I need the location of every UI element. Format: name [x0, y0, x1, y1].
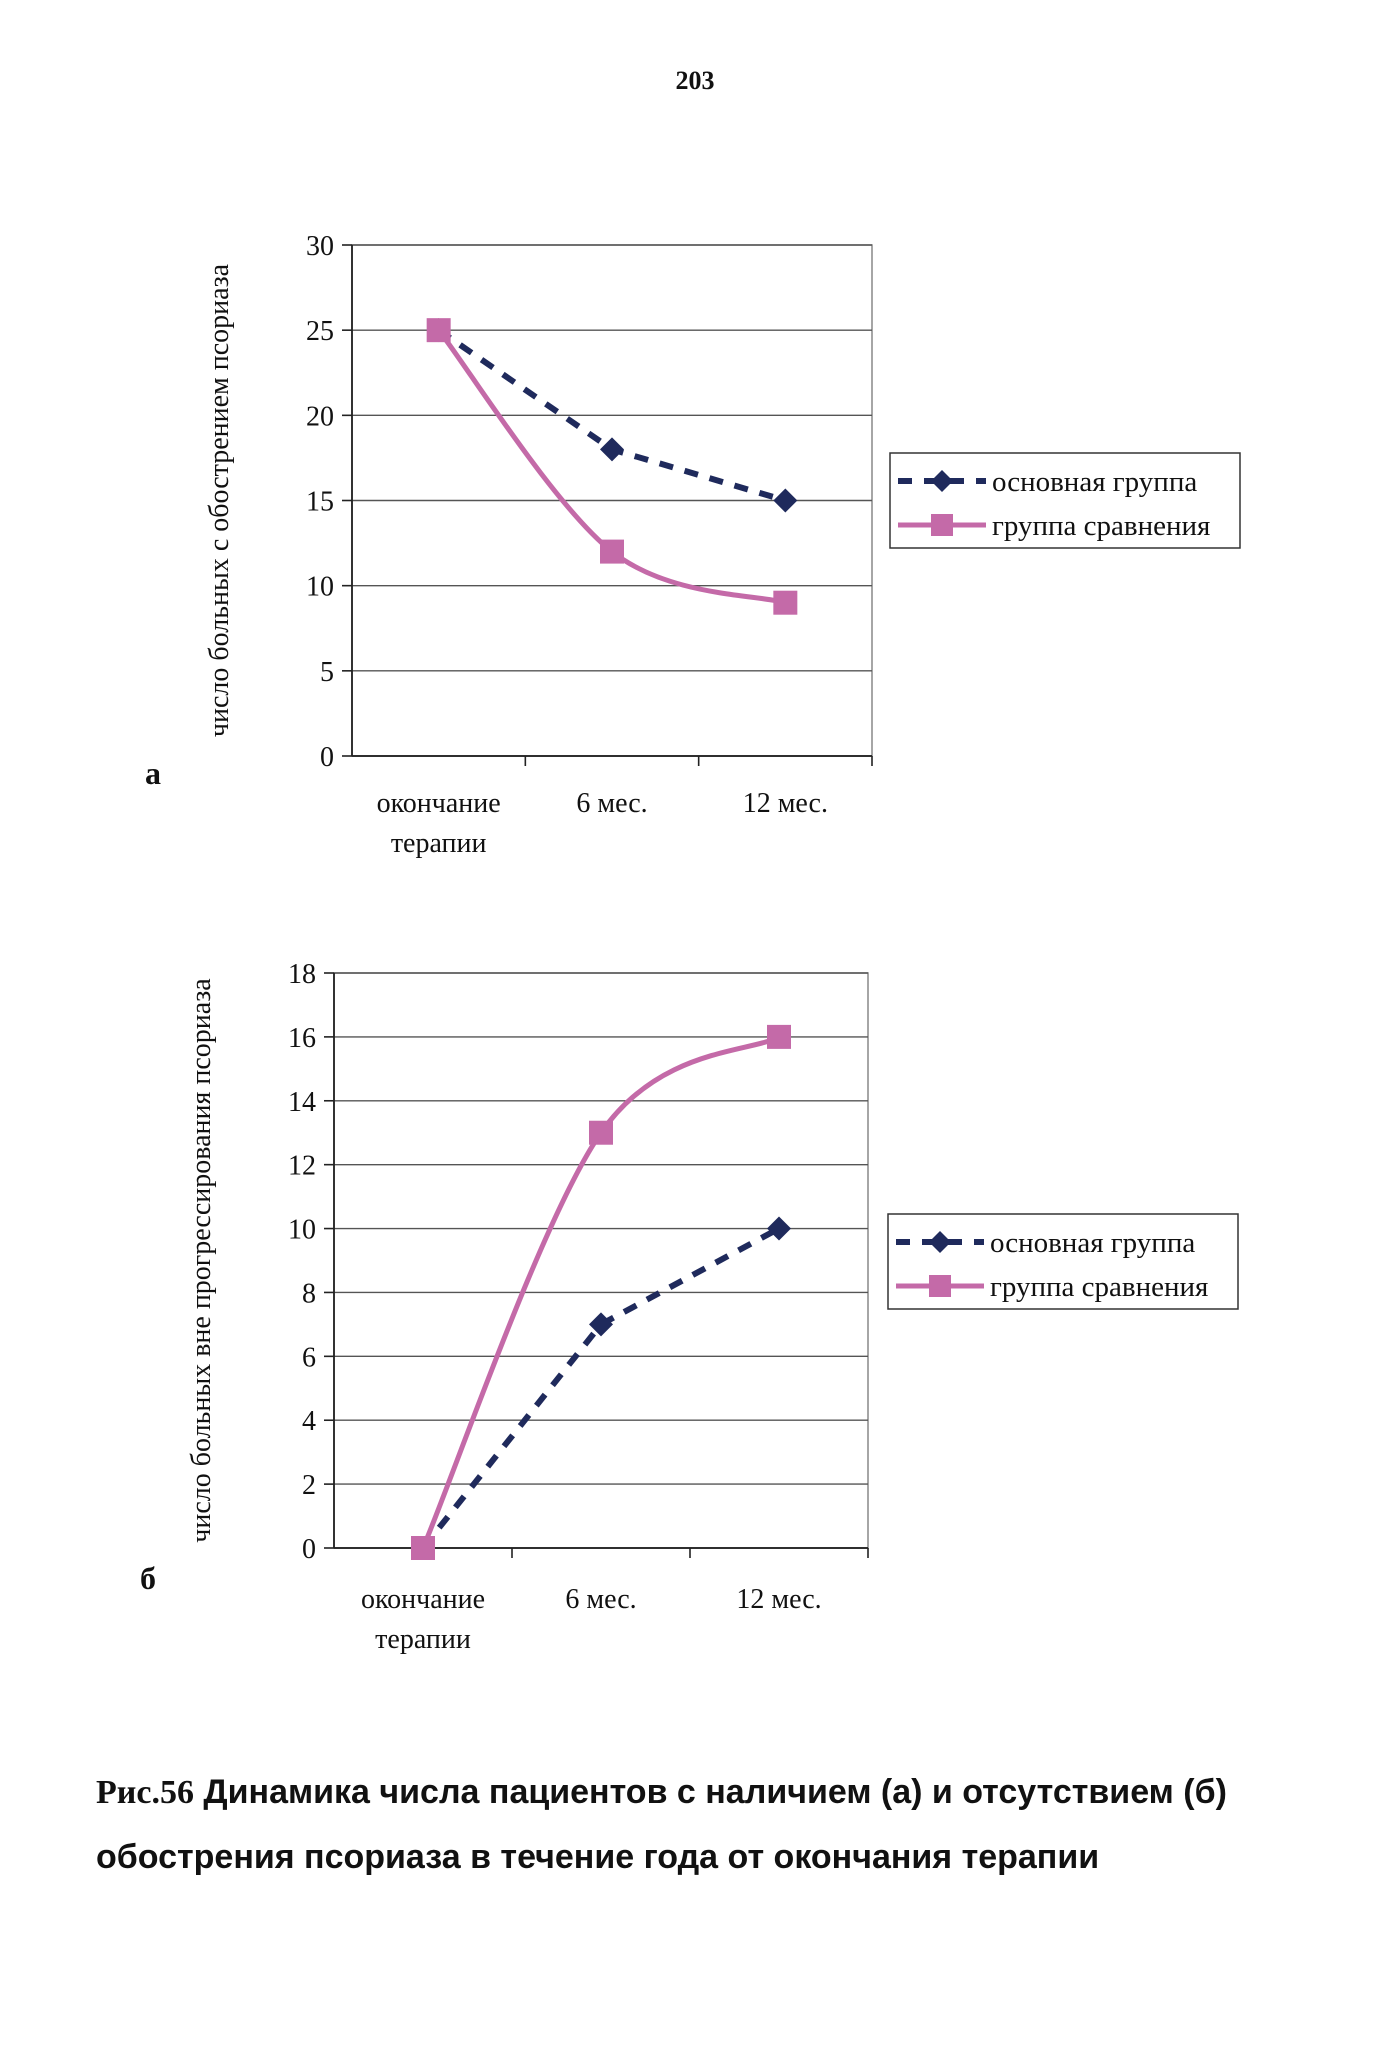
figure-label: Рис.56: [96, 1774, 194, 1811]
legend-marker-0-1: [931, 514, 953, 536]
legend-label-1-0: основная группа: [990, 1227, 1195, 1259]
legend-marker-0-0: [931, 470, 953, 492]
data-point-0-1-1: [600, 539, 624, 564]
y-tick-label-0-3: 15: [306, 487, 334, 518]
y-tick-label-0-4: 20: [306, 401, 334, 432]
series-line-1-1: [420, 1034, 781, 1549]
legend-label-1-1: группа сравнения: [990, 1271, 1208, 1303]
y-tick-label-1-8: 16: [288, 1023, 316, 1054]
data-point-1-0-1: [589, 1312, 613, 1337]
panel-letter-a: а: [145, 755, 161, 791]
data-point-1-1-2: [767, 1024, 791, 1049]
y-tick-label-0-1: 5: [320, 657, 334, 688]
x-tick-label-1-0: окончание: [361, 1584, 485, 1615]
plot-area-1: [333, 972, 869, 1549]
data-point-0-1-0: [426, 318, 451, 343]
y-tick-label-0-5: 25: [306, 316, 334, 347]
x-tick-label-1-0-line2: терапии: [375, 1624, 471, 1655]
y-tick-label-1-3: 6: [302, 1342, 316, 1373]
figure-caption-text: Динамика числа пациентов с наличием (а) …: [96, 1773, 1227, 1876]
data-point-1-0-2: [767, 1216, 791, 1241]
y-tick-label-1-1: 2: [302, 1470, 316, 1501]
y-tick-label-1-4: 8: [302, 1278, 316, 1309]
data-point-0-1-2: [773, 590, 798, 615]
y-tick-label-0-2: 10: [306, 572, 334, 603]
legend-label-0-1: группа сравнения: [992, 510, 1210, 542]
x-tick-label-0-0-line2: терапии: [391, 828, 487, 859]
data-point-0-0-1: [600, 437, 624, 462]
data-point-1-1-0: [411, 1536, 435, 1560]
x-tick-label-1-2: 12 мес.: [736, 1584, 821, 1615]
y-tick-label-1-9: 18: [288, 959, 316, 990]
x-tick-label-1-1: 6 мес.: [565, 1584, 636, 1615]
y-axis-title-0: число больных с обострением псориаза: [204, 263, 235, 737]
x-tick-label-0-0: окончание: [377, 788, 501, 819]
y-tick-label-1-5: 10: [288, 1215, 316, 1246]
y-tick-label-1-0: 0: [302, 1534, 316, 1565]
legend-label-0-0: основная группа: [992, 466, 1197, 498]
legend-marker-1-1: [929, 1275, 951, 1297]
figure-caption: Рис.56 Динамика числа пациентов с наличи…: [96, 1760, 1346, 1889]
y-tick-label-1-6: 12: [288, 1151, 316, 1182]
panel-letter-b: б: [140, 1560, 156, 1596]
page-number: 203: [675, 66, 715, 95]
series-line-1-0: [420, 1225, 781, 1550]
legend-marker-1-0: [929, 1231, 951, 1253]
y-axis-title-1: число больных вне прогрессирования псори…: [186, 978, 217, 1543]
x-tick-label-0-2: 12 мес.: [743, 788, 828, 819]
data-point-0-0-2: [773, 488, 798, 513]
y-tick-label-1-2: 4: [302, 1406, 316, 1437]
y-tick-label-1-7: 14: [288, 1087, 316, 1118]
x-tick-label-0-1: 6 мес.: [576, 788, 647, 819]
y-tick-label-0-0: 0: [320, 742, 334, 773]
y-tick-label-0-6: 30: [306, 231, 334, 262]
data-point-1-1-1: [589, 1120, 613, 1145]
